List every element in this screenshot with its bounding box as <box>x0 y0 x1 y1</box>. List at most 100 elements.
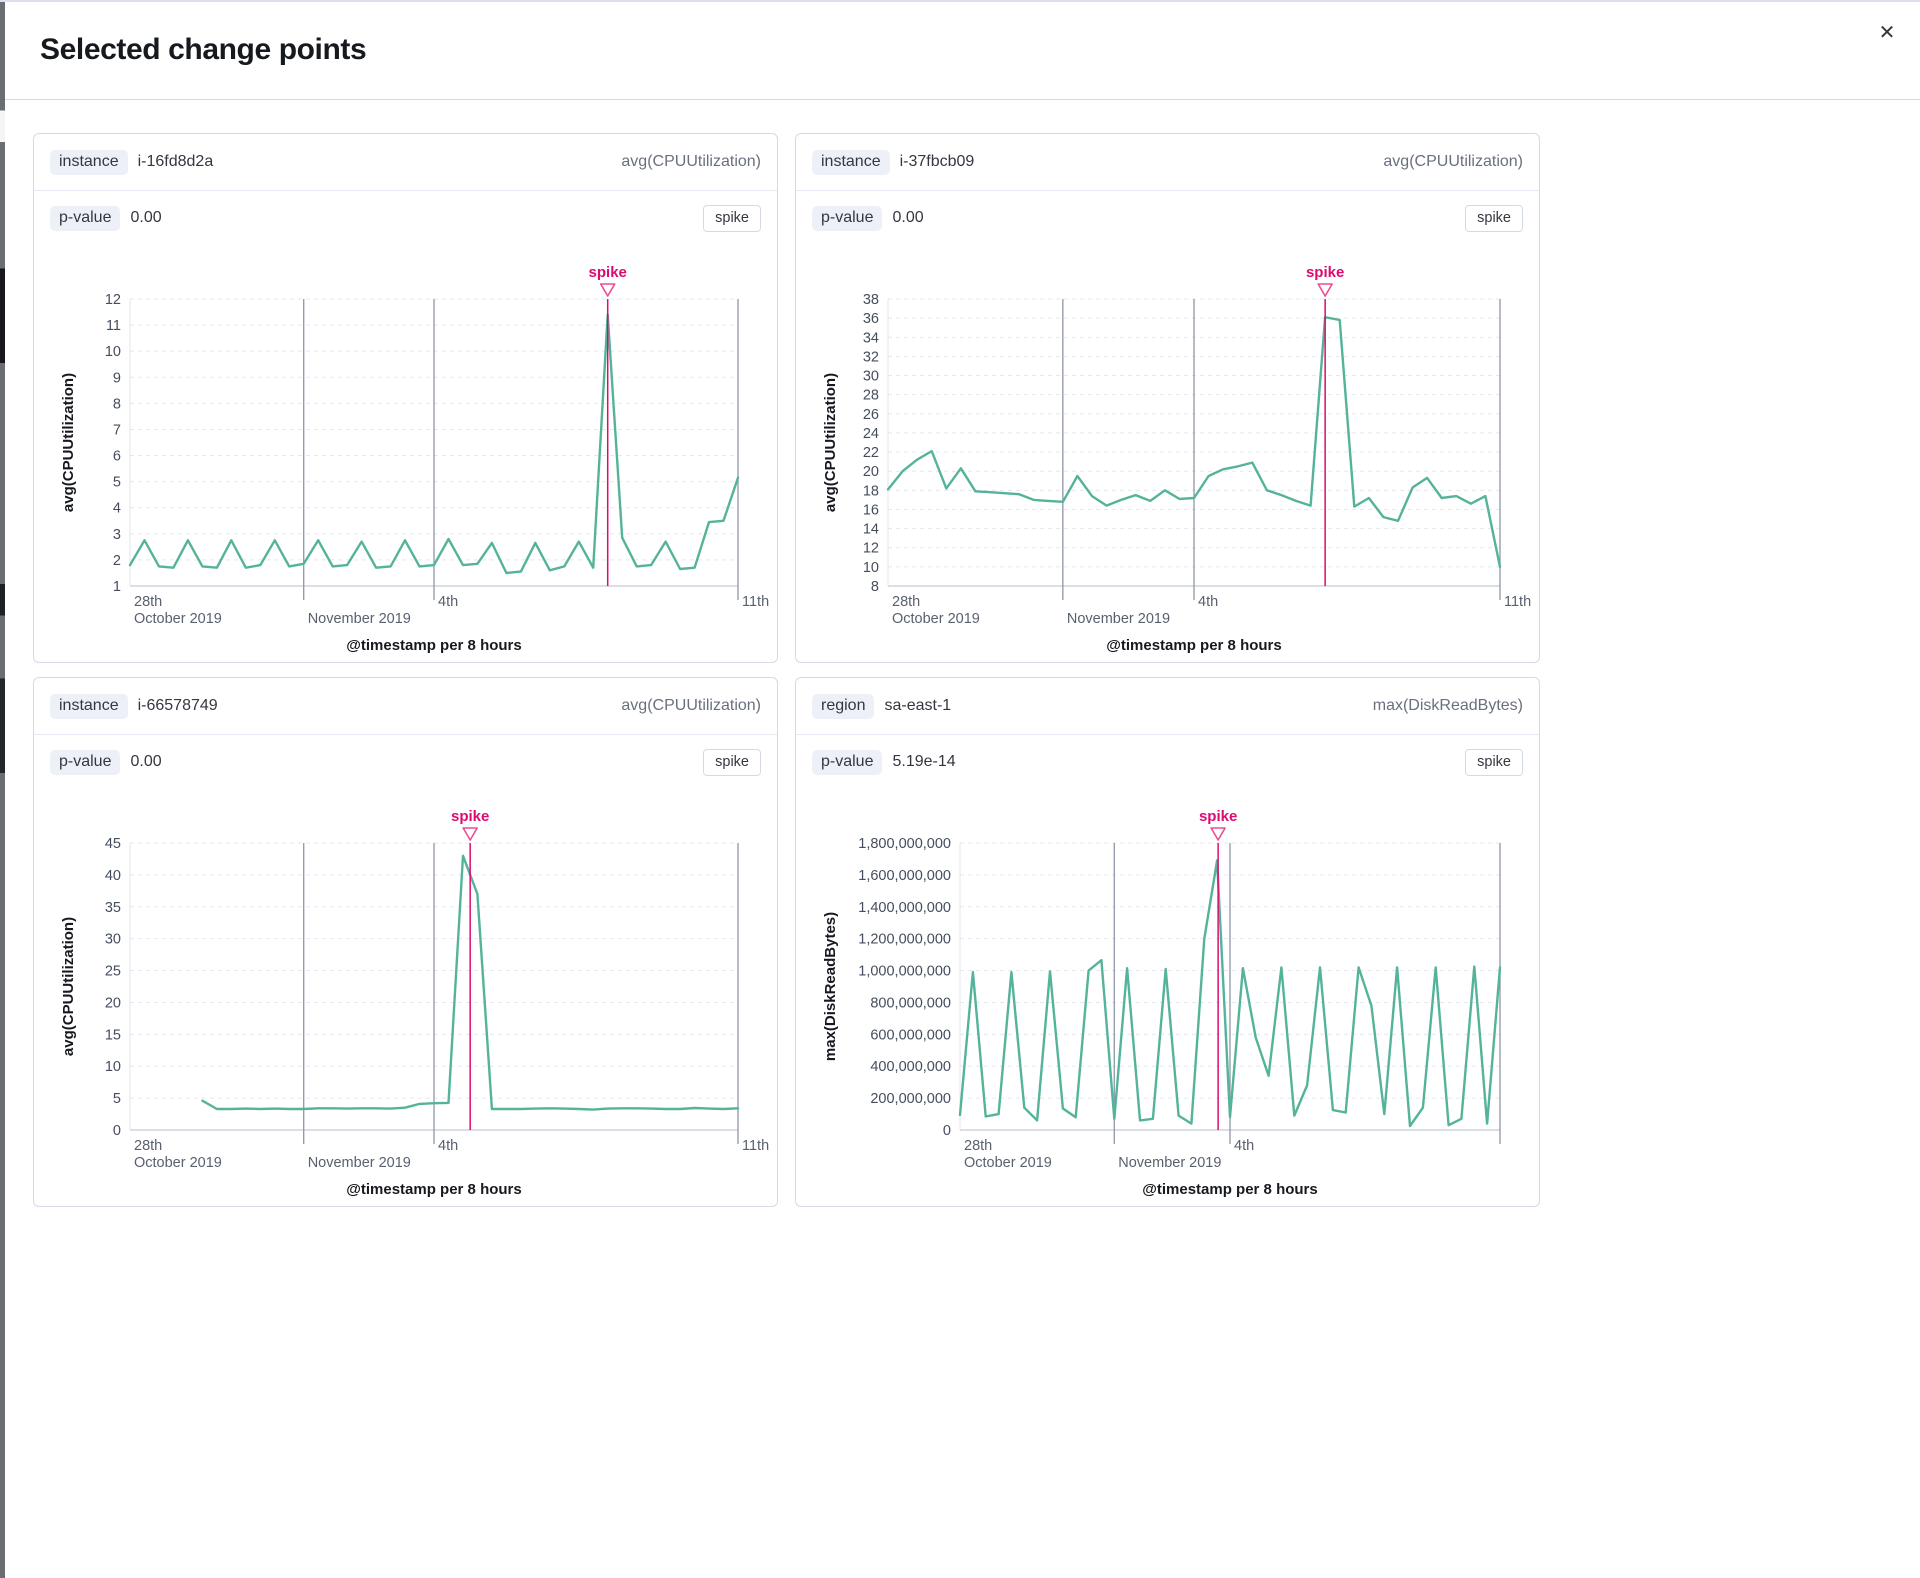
svg-text:4th: 4th <box>438 1138 458 1154</box>
annotation-label: spike <box>1199 808 1237 825</box>
svg-text:16: 16 <box>863 502 879 518</box>
svg-text:@timestamp per 8 hours: @timestamp per 8 hours <box>346 1181 522 1198</box>
svg-text:1,600,000,000: 1,600,000,000 <box>858 868 951 884</box>
svg-text:15: 15 <box>105 1027 121 1043</box>
svg-text:10: 10 <box>105 344 121 360</box>
svg-text:October 2019: October 2019 <box>134 1155 222 1171</box>
panel-subheader-row: p-value 0.00 spike <box>34 735 777 789</box>
metric-function-label: avg(CPUUtilization) <box>1383 153 1523 170</box>
split-field-badge: instance <box>812 149 890 175</box>
svg-text:20: 20 <box>105 995 121 1011</box>
svg-text:4th: 4th <box>438 594 458 610</box>
change-point-panel: instance i-37fbcb09 avg(CPUUtilization) … <box>795 133 1540 663</box>
chart-container: 1 2 3 4 5 6 7 8 9 10 11 12 spike 28th 4th 11th October 2… <box>34 245 777 657</box>
split-field-value: i-16fd8d2a <box>137 153 214 170</box>
svg-text:40: 40 <box>105 868 121 884</box>
series-line <box>958 859 1502 1128</box>
svg-text:avg(CPUUtilization): avg(CPUUtilization) <box>60 917 77 1056</box>
svg-text:1,200,000,000: 1,200,000,000 <box>858 932 951 948</box>
split-field-badge: region <box>812 693 875 719</box>
change-type-badge: spike <box>1465 204 1523 232</box>
svg-text:1: 1 <box>113 579 121 595</box>
change-point-chart: 8 10 12 14 16 18 20 22 24 26 28 30 32 34 36 38 spike 28th… <box>822 264 1531 654</box>
svg-text:12: 12 <box>105 292 121 308</box>
svg-text:30: 30 <box>863 369 879 385</box>
panel-header-row: region sa-east-1 max(DiskReadBytes) <box>796 678 1539 735</box>
svg-text:6: 6 <box>113 449 121 465</box>
svg-text:11th: 11th <box>742 594 769 610</box>
p-value: 0.00 <box>892 209 924 226</box>
svg-text:avg(CPUUtilization): avg(CPUUtilization) <box>822 373 839 512</box>
svg-text:October 2019: October 2019 <box>892 611 980 627</box>
change-type-badge: spike <box>703 204 761 232</box>
series-line <box>128 313 740 575</box>
change-point-chart: 0 5 10 15 20 25 30 35 40 45 spike 28th 4th 11th Octobe… <box>60 808 769 1198</box>
svg-text:38: 38 <box>863 292 879 308</box>
metric-function-label: avg(CPUUtilization) <box>621 153 761 170</box>
close-button[interactable]: ✕ <box>1870 16 1904 50</box>
svg-text:4th: 4th <box>1198 594 1218 610</box>
svg-text:35: 35 <box>105 900 121 916</box>
p-value-badge: p-value <box>50 749 121 775</box>
svg-text:45: 45 <box>105 836 121 852</box>
svg-text:1,800,000,000: 1,800,000,000 <box>858 836 951 852</box>
svg-text:0: 0 <box>943 1123 951 1139</box>
split-field-value: sa-east-1 <box>884 697 952 714</box>
svg-text:28th: 28th <box>892 594 920 610</box>
svg-text:2: 2 <box>113 553 121 569</box>
svg-text:25: 25 <box>105 964 121 980</box>
change-type-badge: spike <box>703 748 761 776</box>
chart-container: 8 10 12 14 16 18 20 22 24 26 28 30 32 34 36 38 spike 28th… <box>796 245 1539 657</box>
change-points-grid: instance i-16fd8d2a avg(CPUUtilization) … <box>0 100 1920 1240</box>
svg-text:30: 30 <box>105 932 121 948</box>
panel-header-row: instance i-16fd8d2a avg(CPUUtilization) <box>34 134 777 191</box>
p-value: 5.19e-14 <box>892 753 956 770</box>
svg-text:11th: 11th <box>742 1138 769 1154</box>
svg-text:November 2019: November 2019 <box>308 1155 411 1171</box>
change-type-badge: spike <box>1465 748 1523 776</box>
annotation-marker-icon <box>462 827 478 841</box>
annotation-marker-icon <box>1210 827 1226 841</box>
svg-text:26: 26 <box>863 407 879 423</box>
svg-text:3: 3 <box>113 527 121 543</box>
close-icon: ✕ <box>1878 22 1896 44</box>
chart-container: 0 200,000,000 400,000,000 600,000,000 800,00… <box>796 789 1539 1201</box>
svg-text:November 2019: November 2019 <box>1067 611 1170 627</box>
svg-text:8: 8 <box>113 396 121 412</box>
svg-text:November 2019: November 2019 <box>1118 1155 1221 1171</box>
window-top-border <box>0 0 1920 2</box>
svg-text:14: 14 <box>863 522 879 538</box>
annotation-label: spike <box>1306 264 1344 281</box>
panel-subheader-row: p-value 0.00 spike <box>34 191 777 245</box>
panel-subheader-row: p-value 5.19e-14 spike <box>796 735 1539 789</box>
svg-text:@timestamp per 8 hours: @timestamp per 8 hours <box>1142 1181 1318 1198</box>
change-point-panel: instance i-16fd8d2a avg(CPUUtilization) … <box>33 133 778 663</box>
svg-text:400,000,000: 400,000,000 <box>870 1059 951 1075</box>
annotation-marker-icon <box>599 283 616 297</box>
p-value: 0.00 <box>130 753 162 770</box>
svg-text:9: 9 <box>113 370 121 386</box>
svg-text:0: 0 <box>113 1123 121 1139</box>
svg-text:7: 7 <box>113 422 121 438</box>
svg-text:5: 5 <box>113 475 121 491</box>
svg-text:@timestamp per 8 hours: @timestamp per 8 hours <box>1106 637 1282 654</box>
svg-text:1,400,000,000: 1,400,000,000 <box>858 900 951 916</box>
p-value-badge: p-value <box>50 205 121 231</box>
series-line <box>886 316 1502 569</box>
panel-header-row: instance i-66578749 avg(CPUUtilization) <box>34 678 777 735</box>
panel-header-row: instance i-37fbcb09 avg(CPUUtilization) <box>796 134 1539 191</box>
panel-subheader-row: p-value 0.00 spike <box>796 191 1539 245</box>
svg-text:avg(CPUUtilization): avg(CPUUtilization) <box>60 373 77 512</box>
svg-text:28: 28 <box>863 388 879 404</box>
svg-text:28th: 28th <box>134 594 162 610</box>
svg-text:28th: 28th <box>134 1138 162 1154</box>
svg-text:18: 18 <box>863 483 879 499</box>
split-field-value: i-37fbcb09 <box>899 153 975 170</box>
svg-text:34: 34 <box>863 330 879 346</box>
change-point-panel: instance i-66578749 avg(CPUUtilization) … <box>33 677 778 1207</box>
svg-text:4th: 4th <box>1234 1138 1254 1154</box>
svg-text:11: 11 <box>106 318 121 334</box>
p-value-badge: p-value <box>812 749 883 775</box>
svg-text:200,000,000: 200,000,000 <box>870 1091 951 1107</box>
